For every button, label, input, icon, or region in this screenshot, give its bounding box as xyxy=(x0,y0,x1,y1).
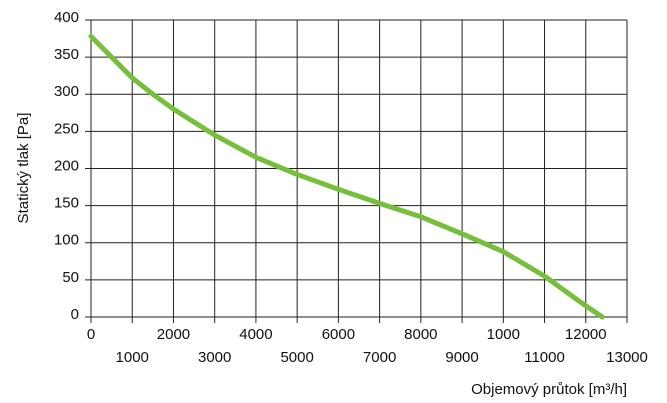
y-tick-label: 50 xyxy=(62,269,79,286)
y-tick-label: 350 xyxy=(54,46,79,63)
y-tick-label: 150 xyxy=(54,195,79,212)
x-tick-label: 11000 xyxy=(524,349,565,366)
y-tick-label: 200 xyxy=(54,157,79,174)
y-tick-label: 300 xyxy=(54,83,79,100)
x-tick-label: 4000 xyxy=(239,326,272,343)
x-tick-label: 3000 xyxy=(198,349,231,366)
x-tick-label: 9000 xyxy=(445,349,478,366)
x-tick-label: 0 xyxy=(87,326,95,343)
x-tick-label: 5000 xyxy=(280,349,313,366)
data-line xyxy=(88,33,605,320)
x-tick-label: 12000 xyxy=(565,326,607,343)
y-tick-label: 250 xyxy=(54,120,79,137)
y-axis-label: Statický tlak [Pa] xyxy=(15,113,32,224)
x-tick-label: 1000 xyxy=(487,326,520,343)
x-tick-label: 2000 xyxy=(157,326,190,343)
x-tick-label: 7000 xyxy=(363,349,396,366)
y-tick-label: 0 xyxy=(71,306,79,323)
y-tick-label: 400 xyxy=(54,9,79,26)
x-tick-label: 6000 xyxy=(322,326,355,343)
y-tick-label: 100 xyxy=(54,232,79,249)
x-tick-label: 1000 xyxy=(116,349,149,366)
x-axis-label: Objemový průtok [m³/h] xyxy=(471,381,627,398)
x-tick-label: 13000 xyxy=(606,349,648,366)
x-tick-label: 8000 xyxy=(404,326,437,343)
